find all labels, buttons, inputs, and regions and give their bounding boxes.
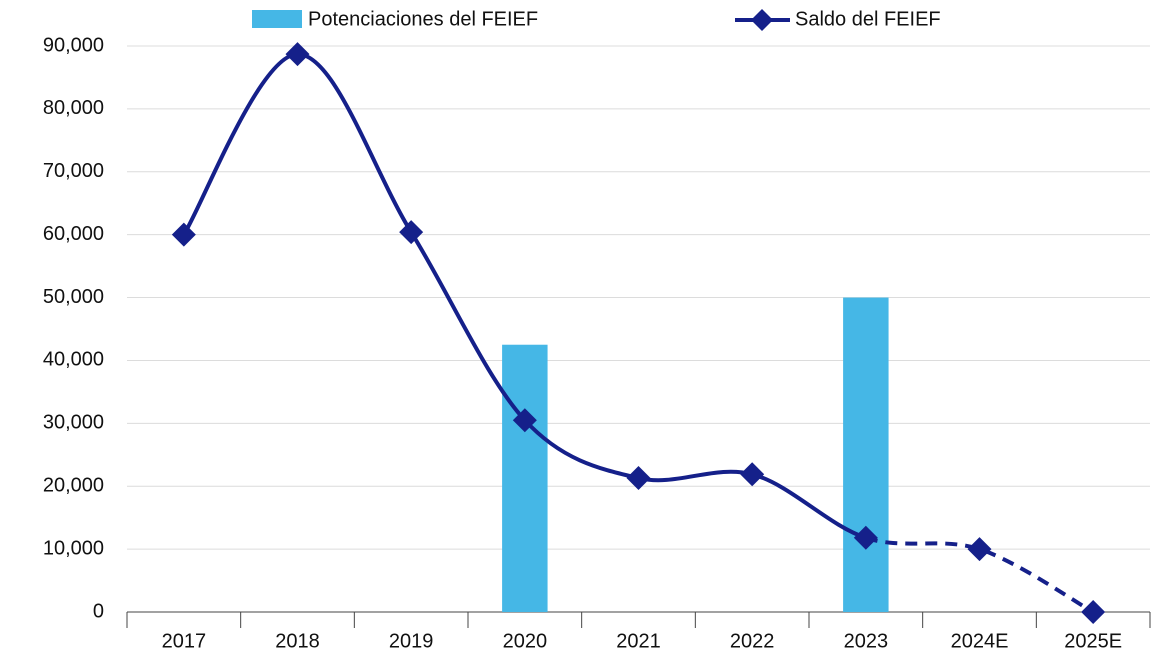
y-tick-label: 80,000 <box>43 97 104 119</box>
marker <box>740 462 765 487</box>
legend-label: Potenciaciones del FEIEF <box>308 8 538 30</box>
y-tick-label: 30,000 <box>43 412 104 434</box>
x-tick-label: 2025E <box>1064 630 1122 652</box>
marker <box>285 42 310 67</box>
y-tick-label: 20,000 <box>43 475 104 497</box>
y-tick-label: 90,000 <box>43 34 104 56</box>
legend-marker <box>751 9 773 31</box>
y-tick-label: 40,000 <box>43 349 104 371</box>
x-tick-label: 2022 <box>730 630 775 652</box>
x-tick-label: 2020 <box>503 630 548 652</box>
marker <box>512 408 537 433</box>
marker <box>1081 600 1106 624</box>
marker <box>171 222 196 247</box>
legend-label: Saldo del FEIEF <box>795 8 941 30</box>
marker <box>399 220 424 245</box>
y-tick-label: 10,000 <box>43 537 104 559</box>
y-tick-label: 60,000 <box>43 223 104 245</box>
y-tick-label: 70,000 <box>43 160 104 182</box>
y-tick-label: 0 <box>93 600 104 622</box>
x-tick-label: 2021 <box>616 630 661 652</box>
x-tick-label: 2019 <box>389 630 434 652</box>
x-tick-label: 2017 <box>162 630 207 652</box>
bar <box>502 344 548 612</box>
x-tick-label: 2018 <box>275 630 320 652</box>
y-tick-label: 50,000 <box>43 286 104 308</box>
x-tick-label: 2024E <box>951 630 1009 652</box>
legend-swatch <box>252 10 302 28</box>
bar <box>843 297 889 612</box>
marker <box>626 466 651 491</box>
marker <box>967 537 992 562</box>
x-tick-label: 2023 <box>844 630 889 652</box>
marker <box>853 525 878 550</box>
